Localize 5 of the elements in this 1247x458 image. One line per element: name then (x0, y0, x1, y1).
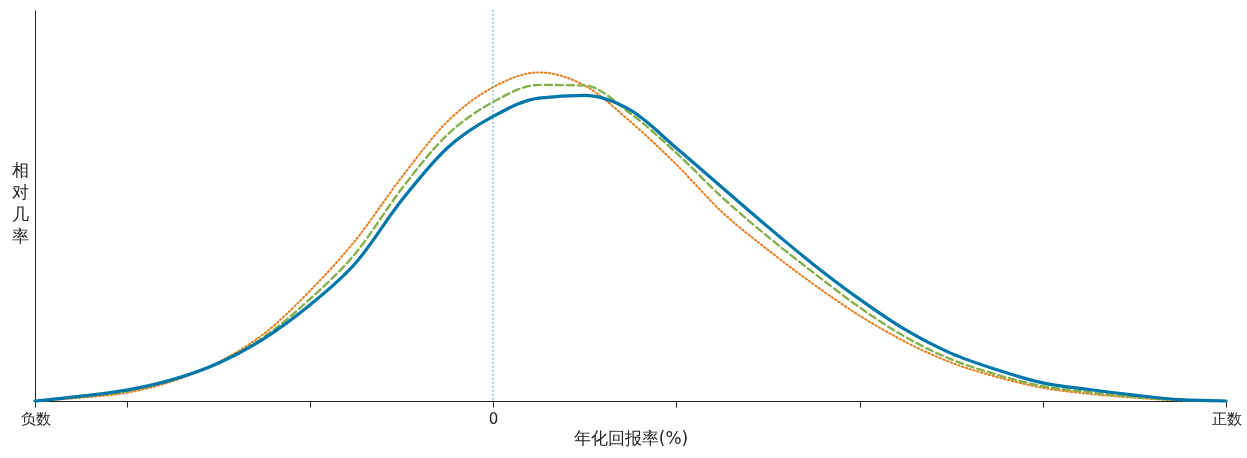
x-tick-label: 0 (488, 409, 499, 428)
x-tick-label: 正数 (1211, 409, 1242, 428)
x-axis-title: 年化回报率(%) (573, 427, 689, 448)
y-axis-title: 相对几率 (12, 160, 29, 246)
x-tick-label: 负数 (20, 409, 51, 428)
